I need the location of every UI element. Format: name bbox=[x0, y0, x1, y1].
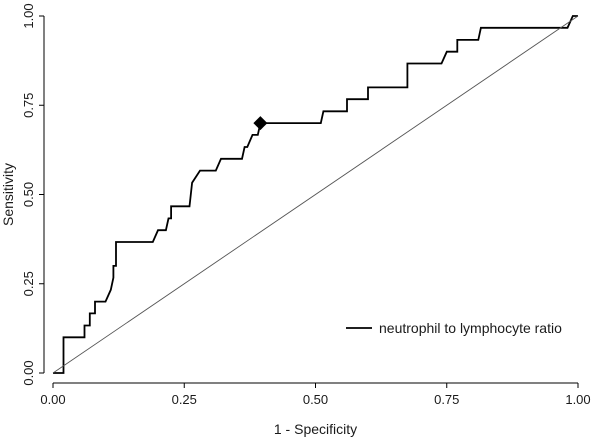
x-tick-label: 0.00 bbox=[40, 392, 65, 407]
x-tick-label: 1.00 bbox=[565, 392, 590, 407]
y-tick-label: 1.00 bbox=[21, 3, 36, 28]
legend: neutrophil to lymphocyte ratio bbox=[346, 320, 562, 336]
plot-area bbox=[52, 15, 579, 374]
roc-curve-line bbox=[53, 15, 578, 374]
legend-label: neutrophil to lymphocyte ratio bbox=[379, 320, 562, 336]
x-axis-ticks: 0.00 0.25 0.50 0.75 1.00 bbox=[40, 383, 591, 407]
y-tick-label: 0.00 bbox=[21, 360, 36, 385]
y-axis-title: Sensitivity bbox=[0, 163, 16, 226]
reference-diagonal-line bbox=[52, 15, 579, 374]
y-tick-label: 0.50 bbox=[21, 182, 36, 207]
x-axis-title: 1 - Specificity bbox=[274, 421, 357, 437]
y-axis-ticks: 0.00 0.25 0.50 0.75 1.00 bbox=[21, 3, 44, 386]
x-tick-label: 0.25 bbox=[172, 392, 197, 407]
y-tick-label: 0.75 bbox=[21, 93, 36, 118]
y-tick-label: 0.25 bbox=[21, 271, 36, 296]
axes: 0.00 0.25 0.50 0.75 1.00 0.00 0.25 0.50 0.75 1.0… bbox=[0, 3, 591, 437]
x-tick-label: 0.75 bbox=[434, 392, 459, 407]
x-tick-label: 0.50 bbox=[303, 392, 328, 407]
optimal-cutoff-marker bbox=[253, 116, 268, 131]
